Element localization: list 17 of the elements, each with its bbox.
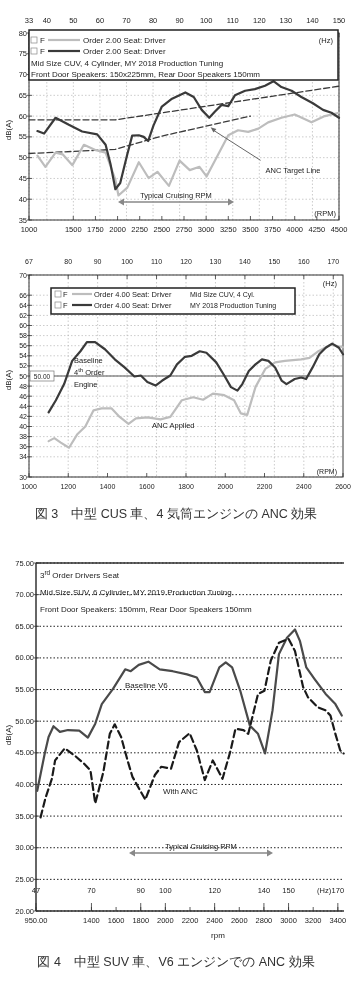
y-axis-title: dB(A): [4, 119, 13, 141]
caption: 図 3 中型 CUS 車、4 気筒エンジンの ANC 効果: [34, 507, 318, 521]
x-axis-title: rpm: [211, 931, 226, 940]
series-label: With ANC: [163, 787, 198, 796]
y-axis-title: dB(A): [4, 369, 13, 391]
y-axis-title: dB(A): [4, 724, 13, 746]
annotation: Front Door Speakers: 150mm, Rear Door Speakers 150mm: [40, 605, 252, 614]
annotation: Mid Size CUV, 4 Cylinder, MY 2018 Production Tuning: [31, 59, 224, 68]
series-label: Baseline V6: [125, 681, 169, 690]
legend-label: Order 2.00 Seat: Driver: [83, 36, 167, 45]
annotation: 3$^{rd}$ Order Drivers Seat: [40, 568, 120, 580]
annotation: Mid Size SUV, 6 Cylinder, MY 2019 Production Tuning: [40, 588, 232, 597]
caption: 図 4 中型 SUV 車、V6 エンジンでの ANC 効果: [37, 955, 315, 969]
annotation: F: [40, 47, 45, 56]
legend-label: Order 2.00 Seat: Driver: [83, 47, 167, 56]
annotation: Front Door Speakers: 150x225mm, Rear Door Speakers 150mm: [31, 70, 261, 79]
annotation: F: [40, 36, 45, 45]
